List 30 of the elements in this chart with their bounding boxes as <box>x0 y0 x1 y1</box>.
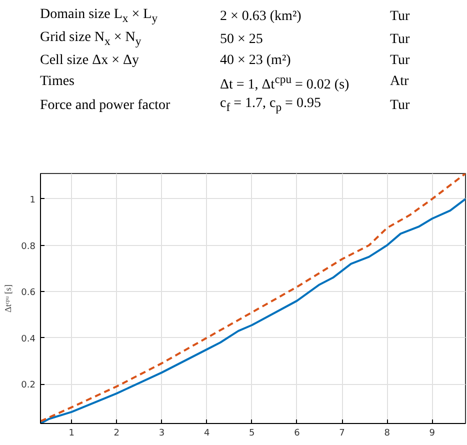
x-tick-label: 9 <box>429 428 436 438</box>
x-tick-label: 5 <box>249 428 255 438</box>
x-tick-label: 7 <box>339 428 345 438</box>
text: Cell size Δx × Δy <box>39 52 140 70</box>
text: 40 × 23 (m²) <box>219 52 292 70</box>
text: 50 × 25 <box>219 30 264 49</box>
y-axis-title: Δtᶜᵖᵘ [s] <box>3 284 14 313</box>
text: Domain size L$_{x}$ × L$_{y}$ <box>39 6 159 27</box>
text: Force and power factor <box>39 97 172 116</box>
text: Δt = 1, Δt$^{cpu}$ = 0.02 (s) <box>219 72 350 94</box>
text: Grid size N$_{x}$ × N$_{y}$ <box>39 28 142 50</box>
y-tick-label: 0.4 <box>21 334 36 344</box>
text: 2 × 0.63 (km²) <box>219 8 302 26</box>
text: Times <box>39 73 76 92</box>
text: c$_{f}$ = 1.7, c$_{p}$ = 0.95 <box>219 95 322 116</box>
text: Tur <box>389 30 411 49</box>
x-tick-label: 8 <box>384 428 390 438</box>
text: Tur <box>389 97 411 116</box>
x-tick-label: 3 <box>158 428 165 438</box>
y-tick-label: 0.2 <box>21 380 36 391</box>
text: Tur <box>389 8 411 26</box>
text: Tur <box>389 52 411 70</box>
y-tick-label: 0.8 <box>21 242 36 252</box>
x-tick-label: 2 <box>114 428 120 438</box>
y-tick-label: 0.6 <box>21 288 36 298</box>
text: Atr <box>389 73 410 92</box>
y-tick-label: 1 <box>30 195 36 206</box>
x-tick-label: 1 <box>68 428 74 438</box>
x-tick-label: 6 <box>294 428 300 438</box>
x-tick-label: 4 <box>204 428 210 438</box>
